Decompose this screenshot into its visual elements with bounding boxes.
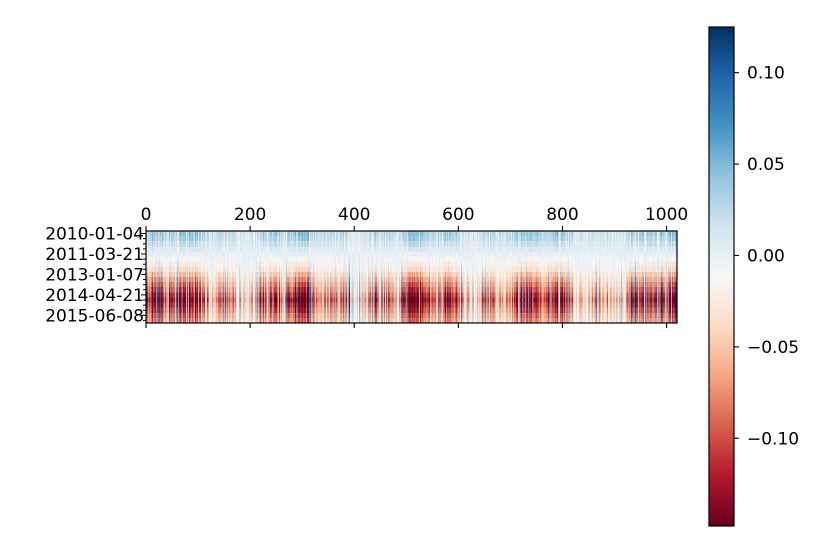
y-axis: 2010-01-042011-03-212013-01-072014-04-21… [45,225,146,326]
x-tick-label: 0 [141,205,152,225]
colorbar-tick-label: −0.05 [747,338,799,358]
x-tick-label: 800 [546,205,578,225]
x-tick-label: 200 [234,205,266,225]
x-tick-label: 400 [338,205,370,225]
colorbar-tick-label: 0.05 [747,155,785,175]
heatmap-frame [145,230,678,324]
colorbar-tick-label: 0.00 [747,246,785,266]
colorbar-frame [708,26,735,527]
heatmap-plot-area [146,231,677,323]
y-tick-label: 2010-01-04 [45,225,144,245]
colorbar-ticks: 0.10 0.05 0.00 −0.05 −0.10 [734,64,799,449]
y-tick-label: 2015-06-08 [45,306,144,326]
y-tick-label: 2011-03-21 [45,245,144,265]
x-tick-label: 1000 [645,205,688,225]
heatmap-cells [146,231,677,323]
colorbar-tick-label: −0.10 [747,429,799,449]
colorbar-tick-label: 0.10 [747,64,785,84]
y-tick-label: 2014-04-21 [45,286,144,306]
x-axis: 0 200 400 600 800 1000 [141,205,688,328]
colorbar: 0.10 0.05 0.00 −0.05 −0.10 [708,26,799,527]
y-tick-label: 2013-01-07 [45,265,144,285]
x-tick-label: 600 [442,205,474,225]
colorbar-gradient [709,27,734,526]
